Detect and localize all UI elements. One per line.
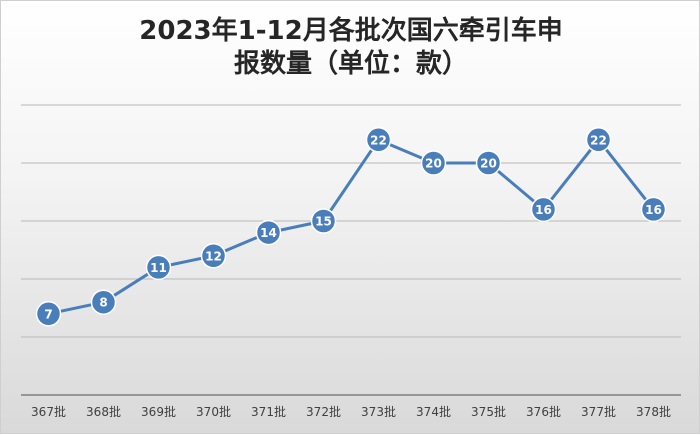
x-tick-label: 376批	[526, 404, 561, 419]
data-label: 14	[260, 226, 277, 240]
x-tick-label: 372批	[306, 404, 341, 419]
chart-title: 2023年1-12月各批次国六牵引车申 报数量（单位：款）	[1, 15, 700, 81]
data-label: 20	[425, 157, 442, 171]
data-label: 8	[99, 296, 107, 310]
data-points: 7 8 11 12 14 15 22 20 20 16 22 16	[35, 127, 667, 327]
x-tick-label: 373批	[361, 404, 396, 419]
data-label: 16	[645, 203, 662, 217]
data-point	[200, 243, 227, 269]
x-tick-label: 374批	[416, 404, 451, 419]
data-point	[420, 150, 447, 176]
x-tick-label: 378批	[636, 404, 671, 419]
data-point	[145, 254, 172, 281]
data-point	[585, 127, 612, 153]
x-tick-label: 377批	[581, 404, 616, 419]
gridlines	[21, 104, 681, 338]
x-tick-label: 375批	[471, 404, 506, 419]
data-label: 22	[370, 133, 387, 147]
data-point	[640, 196, 667, 223]
series-line	[48, 138, 655, 316]
data-point	[530, 196, 557, 223]
x-tick-labels: 367批 368批 369批 370批 371批 372批 373批 374批 375批 376批…	[31, 404, 671, 419]
data-point	[255, 219, 282, 246]
x-tick-label: 371批	[251, 404, 286, 419]
data-label: 20	[480, 157, 497, 171]
data-label: 22	[590, 133, 607, 147]
data-point	[475, 150, 502, 176]
x-tick-label: 369批	[141, 404, 176, 419]
data-label: 16	[535, 203, 552, 217]
data-label: 12	[205, 249, 222, 263]
x-tick-label: 368批	[86, 404, 121, 419]
data-label: 7	[44, 307, 52, 321]
x-tick-label: 370批	[196, 404, 231, 419]
chart-title-line-1: 2023年1-12月各批次国六牵引车申	[139, 16, 563, 46]
series-line-group	[48, 138, 655, 316]
data-point	[365, 127, 392, 153]
data-point	[310, 208, 337, 234]
data-label: 15	[315, 215, 332, 229]
data-point	[35, 301, 62, 327]
x-tick-label: 367批	[31, 404, 66, 419]
data-label: 11	[150, 261, 167, 275]
data-point	[90, 289, 117, 315]
chart-title-line-2: 报数量（单位：款）	[233, 49, 468, 79]
